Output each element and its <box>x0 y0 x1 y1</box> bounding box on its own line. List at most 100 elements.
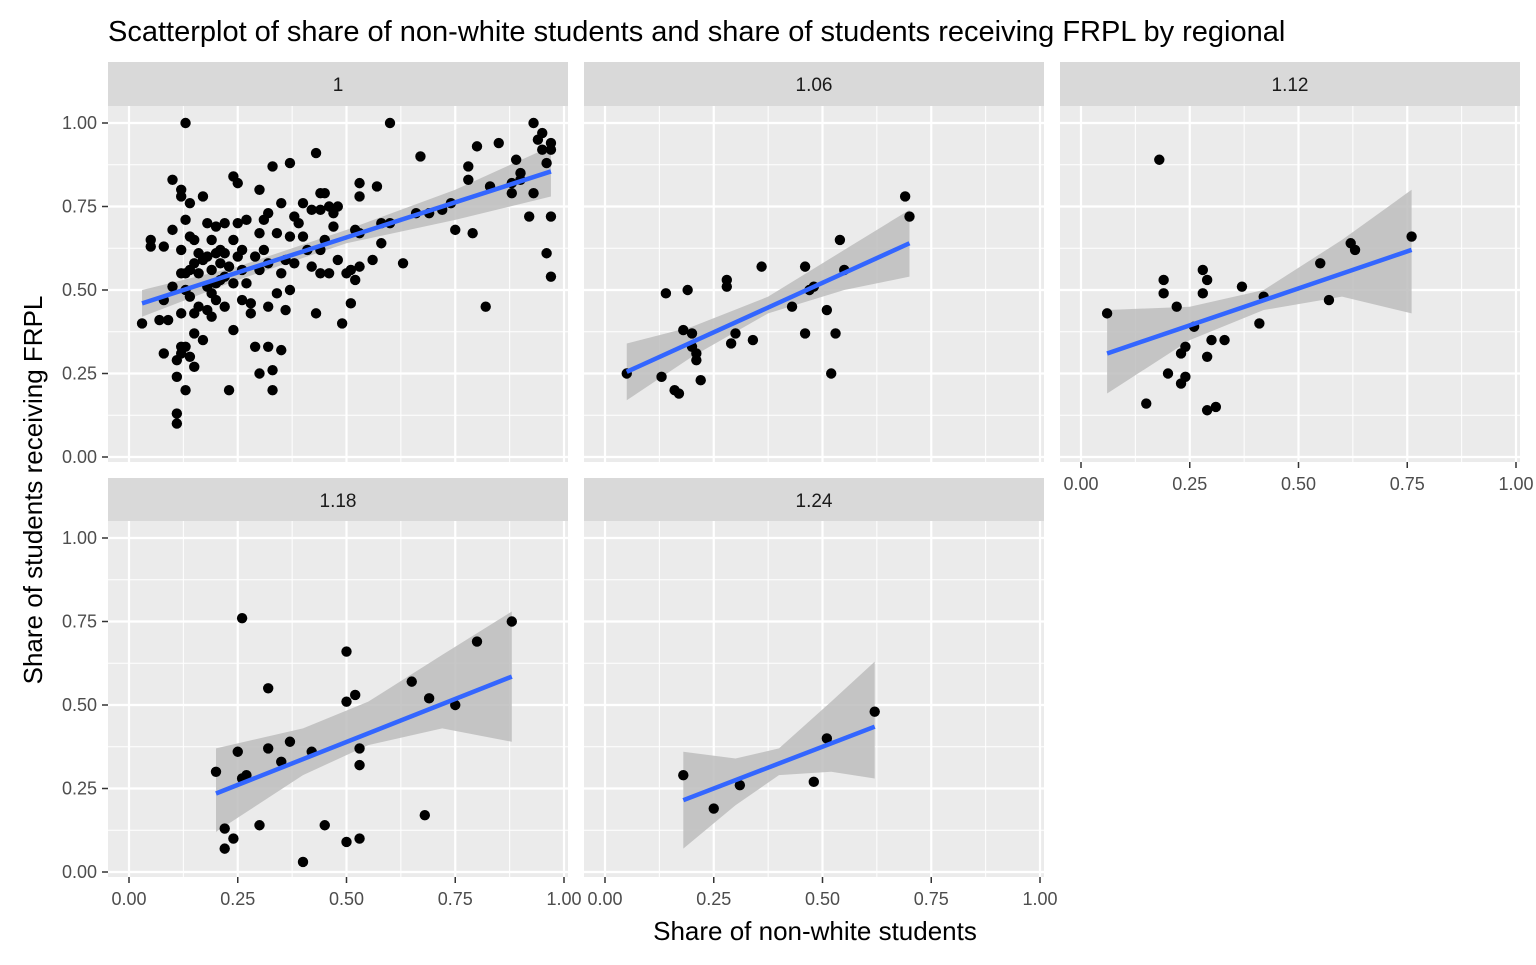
data-point <box>725 338 737 349</box>
data-point <box>249 341 261 352</box>
data-point <box>202 251 213 262</box>
data-point <box>471 141 483 152</box>
data-point <box>367 254 378 266</box>
data-point <box>756 261 767 272</box>
y-tick-label: 1.00 <box>62 113 97 133</box>
data-point <box>730 328 741 339</box>
data-point <box>241 769 252 781</box>
data-point <box>376 238 387 249</box>
facet-strip <box>108 478 568 522</box>
x-tick-label: 0.75 <box>438 889 473 909</box>
data-point <box>263 301 274 312</box>
data-point <box>341 696 352 707</box>
data-point <box>176 244 187 256</box>
data-point <box>206 234 217 246</box>
data-point <box>1201 405 1213 416</box>
data-point <box>541 248 552 259</box>
panel-background <box>584 521 1044 877</box>
data-point <box>1180 341 1191 352</box>
data-point <box>506 616 517 627</box>
data-point <box>1406 231 1417 242</box>
data-point <box>423 693 435 704</box>
data-point <box>319 187 330 199</box>
data-point <box>241 278 252 289</box>
data-point <box>1101 308 1113 319</box>
data-point <box>184 351 196 362</box>
data-point <box>171 371 183 383</box>
data-point <box>541 157 552 169</box>
data-point <box>145 234 156 246</box>
data-point <box>545 211 557 222</box>
data-point <box>821 304 833 316</box>
facet-strip-label: 1.18 <box>320 491 357 512</box>
facet-strip <box>584 62 1044 106</box>
data-point <box>1197 288 1209 299</box>
facet-strip-label: 1.12 <box>1272 75 1309 96</box>
data-point <box>319 820 330 831</box>
data-point <box>384 117 396 129</box>
data-point <box>284 284 296 296</box>
data-point <box>354 261 365 272</box>
data-point <box>189 258 200 269</box>
data-point <box>219 301 230 312</box>
data-point <box>210 221 222 232</box>
data-point <box>202 218 213 229</box>
data-point <box>176 308 187 319</box>
data-point <box>332 201 343 212</box>
data-point <box>799 328 811 339</box>
data-point <box>808 776 819 788</box>
data-point <box>450 224 461 236</box>
data-point <box>236 612 248 624</box>
data-point <box>524 211 535 222</box>
data-point <box>189 328 200 339</box>
data-point <box>263 683 274 694</box>
data-point <box>189 234 200 246</box>
data-point <box>656 371 667 383</box>
data-point <box>1210 401 1222 413</box>
data-point <box>158 348 169 359</box>
data-point <box>232 218 243 229</box>
data-point <box>1201 351 1213 362</box>
data-point <box>1141 398 1152 409</box>
data-point <box>263 207 274 219</box>
data-point <box>660 288 672 299</box>
data-point <box>236 244 248 256</box>
data-point <box>350 274 361 286</box>
data-point <box>1180 371 1191 383</box>
facet-strip-label: 1 <box>333 75 344 96</box>
data-point <box>528 117 539 129</box>
data-point <box>258 244 270 256</box>
data-point <box>267 364 278 376</box>
data-point <box>263 341 274 352</box>
y-tick-label: 0.50 <box>62 695 97 715</box>
data-point <box>336 318 348 329</box>
data-point <box>315 268 326 279</box>
data-point <box>193 301 204 312</box>
data-point <box>678 324 689 336</box>
x-tick-label: 1.00 <box>1498 474 1533 494</box>
facet-strip <box>108 62 568 106</box>
data-point <box>154 314 165 326</box>
data-point <box>232 746 243 757</box>
data-point <box>545 144 557 155</box>
data-point <box>276 268 287 279</box>
x-tick-label: 0.25 <box>1172 474 1207 494</box>
data-point <box>297 856 309 868</box>
regression-line <box>682 724 876 803</box>
data-point <box>254 368 265 379</box>
data-point <box>219 248 230 259</box>
data-point <box>206 311 217 322</box>
y-tick-label: 0.00 <box>62 447 97 467</box>
data-point <box>228 833 239 844</box>
data-point <box>786 301 798 312</box>
data-point <box>180 117 191 129</box>
regression-line <box>625 241 911 374</box>
data-point <box>184 197 196 209</box>
facet-panel-1: 1 0.00 0.25 0.50 0.75 1.00 <box>62 62 568 467</box>
data-point <box>215 258 226 269</box>
data-point <box>310 308 322 319</box>
data-point <box>189 361 200 373</box>
x-tick-label: 0.50 <box>1281 474 1316 494</box>
data-point <box>480 301 491 312</box>
x-tick-label: 0.25 <box>220 889 255 909</box>
